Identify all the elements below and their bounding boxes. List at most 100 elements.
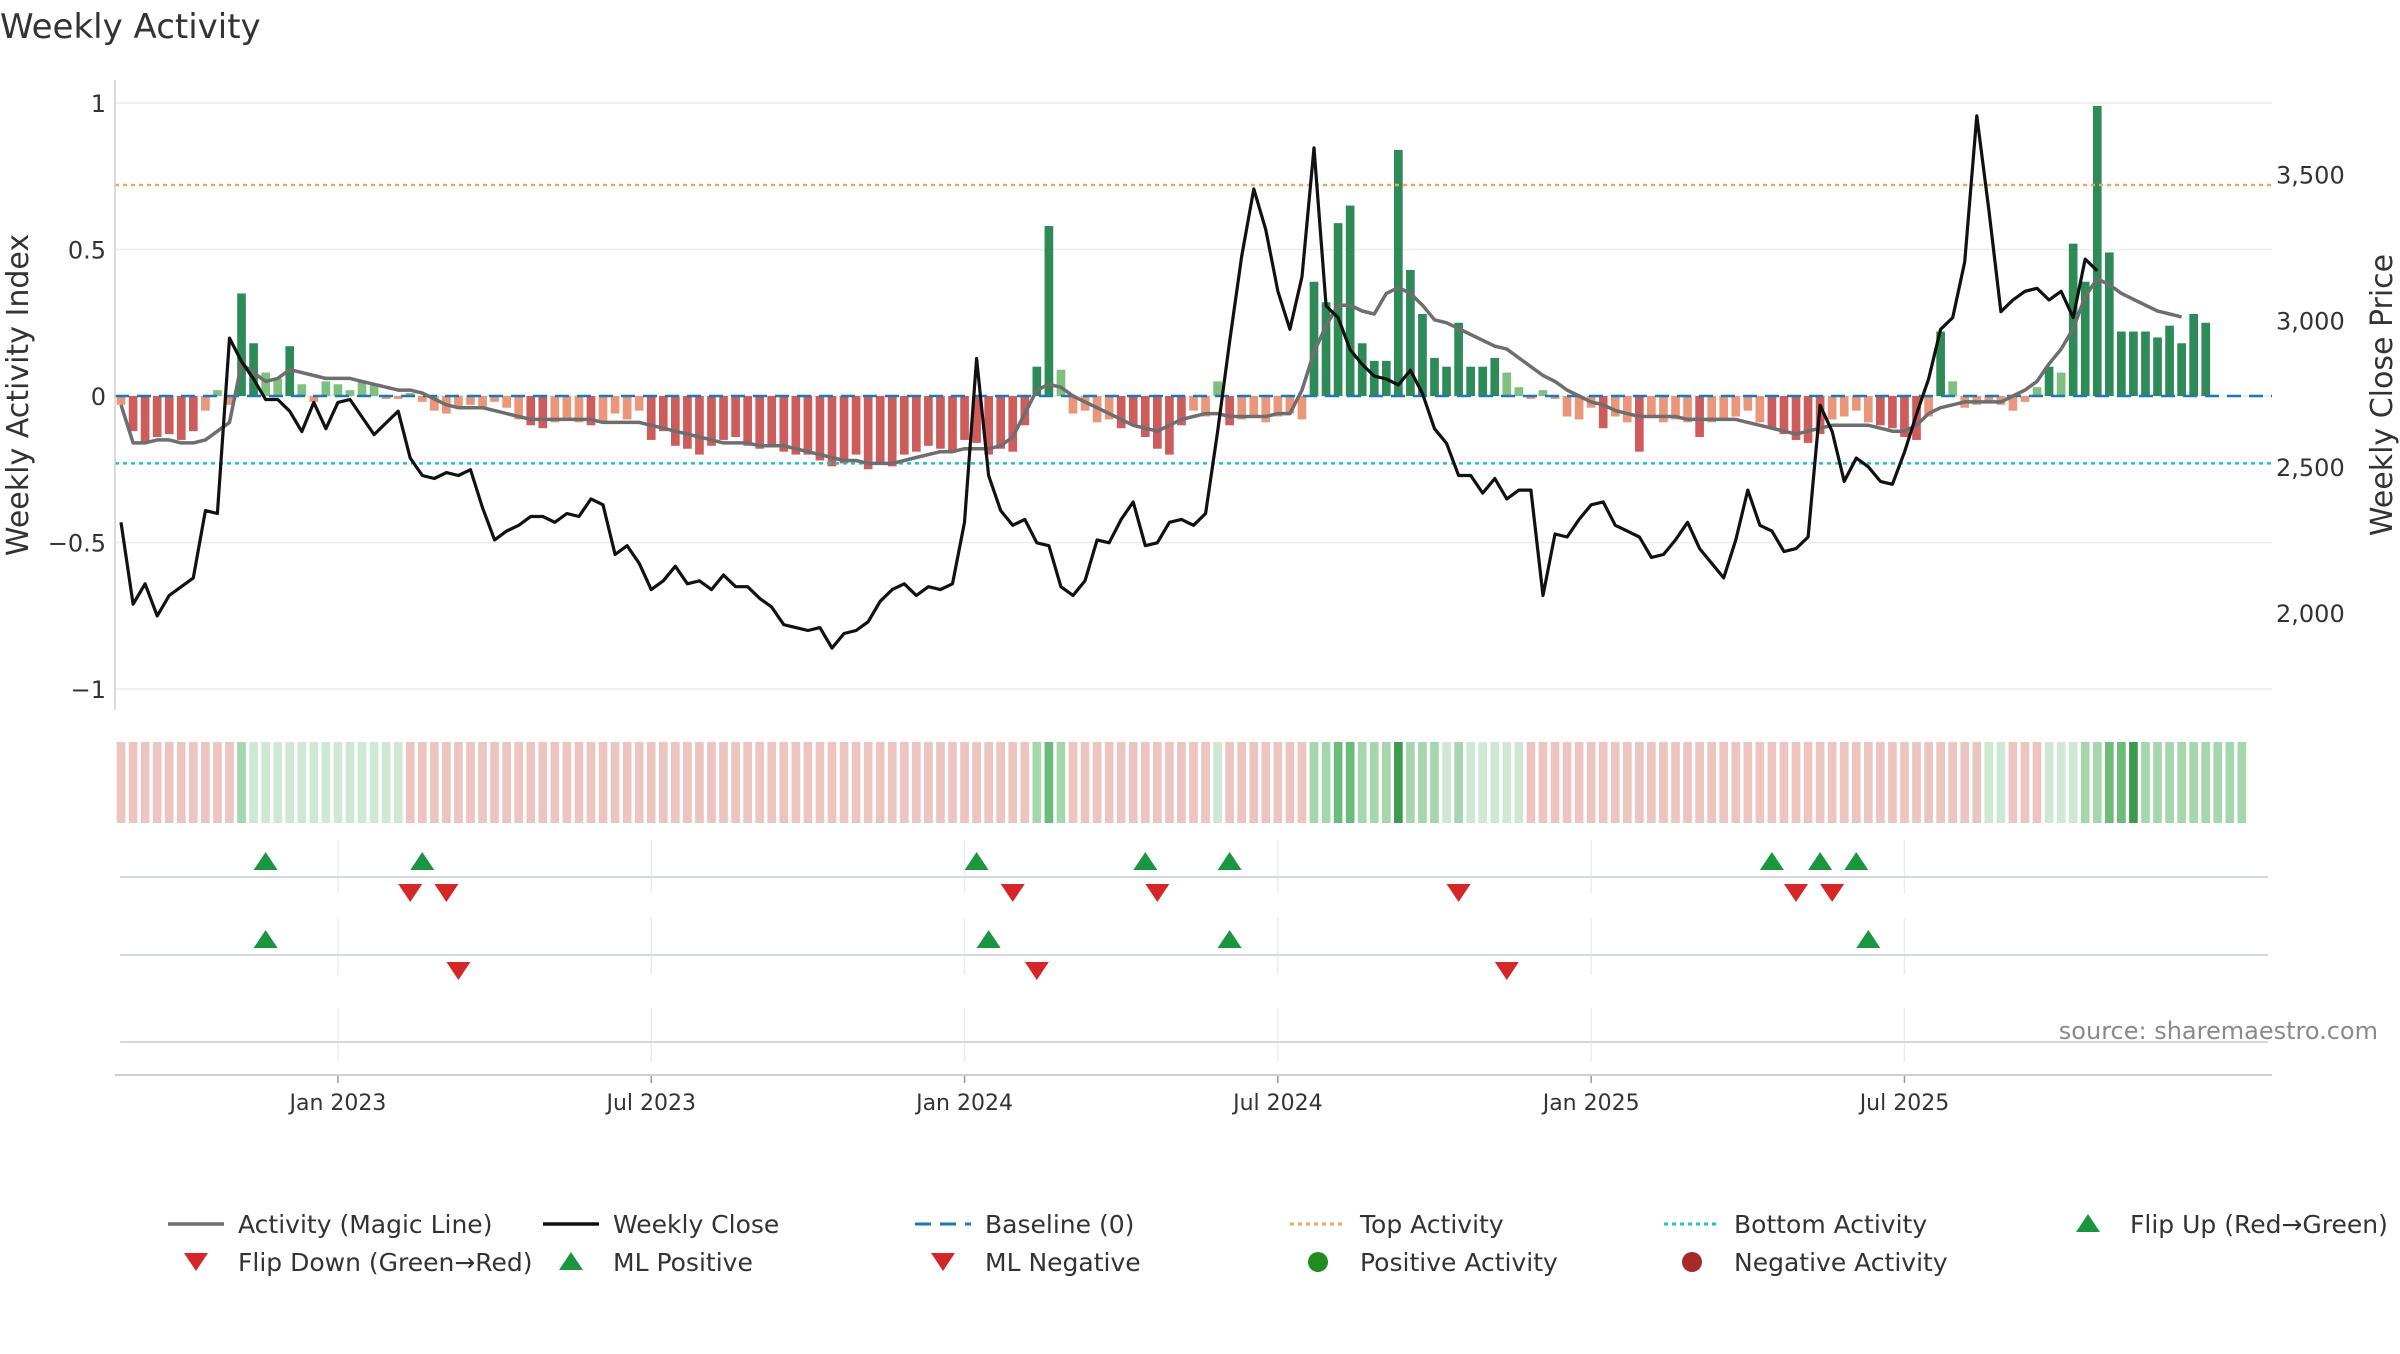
heat-strip-cell bbox=[1454, 742, 1463, 823]
heat-strip-cell bbox=[273, 742, 283, 823]
heat-strip-cell bbox=[128, 742, 138, 823]
activity-bar bbox=[1285, 396, 1295, 414]
heat-strip-cell bbox=[912, 742, 921, 823]
heat-strip-cell bbox=[345, 742, 355, 823]
ml-negative-marker bbox=[1494, 962, 1519, 980]
flip-down-marker bbox=[1820, 884, 1845, 902]
y-axis-right-label: Weekly Close Price bbox=[2365, 254, 2400, 536]
activity-bar bbox=[417, 396, 427, 402]
activity-bar bbox=[827, 396, 837, 467]
heat-strip-cell bbox=[2117, 742, 2126, 823]
activity-bar bbox=[1116, 396, 1126, 429]
heat-strip-cell bbox=[1996, 742, 2006, 823]
heat-strip-cell bbox=[1394, 742, 1403, 823]
heat-strip-cell bbox=[1369, 742, 1379, 823]
flip-up-marker bbox=[964, 852, 989, 870]
heat-strip-cell bbox=[1586, 742, 1596, 823]
activity-bar bbox=[2044, 366, 2054, 396]
activity-bar bbox=[863, 396, 873, 470]
heat-strip-cell bbox=[1635, 742, 1644, 823]
legend-item: ML Negative bbox=[931, 1248, 1141, 1277]
activity-bar bbox=[960, 396, 969, 440]
heat-strip-cell bbox=[1044, 742, 1054, 823]
activity-bar bbox=[116, 396, 126, 405]
activity-bar bbox=[1249, 396, 1259, 417]
activity-bar bbox=[586, 396, 596, 426]
activity-bar bbox=[1297, 396, 1307, 420]
activity-bar bbox=[1779, 396, 1789, 435]
legend-item: ML Positive bbox=[559, 1248, 753, 1277]
activity-bar bbox=[429, 396, 439, 411]
activity-bar bbox=[2165, 325, 2174, 396]
flip-down-marker bbox=[1446, 884, 1471, 902]
activity-bar bbox=[1719, 396, 1729, 420]
activity-bar bbox=[490, 396, 499, 402]
activity-bar bbox=[345, 390, 355, 396]
ml-negative-marker bbox=[1024, 962, 1049, 980]
heat-strip-cell bbox=[1345, 742, 1355, 823]
heat-strip-cell bbox=[984, 742, 993, 823]
legend-item: Activity (Magic Line) bbox=[168, 1210, 492, 1239]
activity-bar bbox=[1791, 396, 1801, 440]
flip-up-marker bbox=[1808, 852, 1833, 870]
heat-strip-cell bbox=[1984, 742, 1994, 823]
heat-strip-cell bbox=[502, 742, 511, 823]
heat-strip-cell bbox=[1912, 742, 1921, 823]
heat-strip-cell bbox=[393, 742, 403, 823]
heat-strip-cell bbox=[707, 742, 716, 823]
activity-bar bbox=[1056, 369, 1066, 396]
heat-strip-cell bbox=[948, 742, 957, 823]
activity-bars-layer bbox=[116, 105, 2211, 470]
heat-strip-cell bbox=[646, 742, 656, 823]
x-tick-label: Jan 2024 bbox=[914, 1091, 1013, 1116]
heat-strip-cell bbox=[1719, 742, 1729, 823]
activity-bar bbox=[670, 396, 680, 446]
activity-bar bbox=[1032, 366, 1042, 396]
heat-strip-cell bbox=[1743, 742, 1753, 823]
y-axis-left-label: Weekly Activity Index bbox=[1, 234, 36, 556]
activity-bar bbox=[791, 396, 801, 455]
x-tick-label: Jul 2025 bbox=[1858, 1091, 1950, 1116]
heat-strip-cell bbox=[1550, 742, 1560, 823]
heat-strip-cell bbox=[1008, 742, 1018, 823]
heat-strip-cell bbox=[899, 742, 909, 823]
legend-label: Weekly Close bbox=[613, 1210, 779, 1239]
heat-strip-cell bbox=[357, 742, 367, 823]
y-tick-label-left: −0.5 bbox=[48, 530, 106, 558]
activity-bar bbox=[562, 396, 572, 420]
heat-strip-cell bbox=[1731, 742, 1741, 823]
activity-bar bbox=[1068, 396, 1078, 414]
activity-bar bbox=[646, 396, 656, 440]
heat-strip-cell bbox=[1598, 742, 1608, 823]
heat-strip-cell bbox=[2225, 742, 2235, 823]
activity-bar bbox=[1044, 226, 1054, 396]
heat-strip-cell bbox=[1213, 742, 1222, 823]
heat-strip-cell bbox=[2008, 742, 2018, 823]
heat-strip-cell bbox=[779, 742, 789, 823]
heat-strip-cell bbox=[1647, 742, 1656, 823]
heat-strip-cell bbox=[1309, 742, 1319, 823]
heat-strip-cell bbox=[1815, 742, 1825, 823]
heat-strip-cell bbox=[1381, 742, 1391, 823]
activity-bar bbox=[393, 396, 403, 399]
activity-bar bbox=[936, 396, 945, 449]
activity-bar bbox=[213, 390, 222, 396]
heat-strip-cell bbox=[1526, 742, 1536, 823]
activity-bar bbox=[622, 396, 632, 420]
activity-bar bbox=[1104, 396, 1114, 420]
heat-strip-cell bbox=[1273, 742, 1283, 823]
heat-strip-cell bbox=[1791, 742, 1801, 823]
heat-strip-cell bbox=[1876, 742, 1885, 823]
activity-bar bbox=[1538, 390, 1548, 396]
activity-bar bbox=[2141, 331, 2150, 396]
flip-up-marker bbox=[1844, 852, 1869, 870]
heat-strip-cell bbox=[1442, 742, 1451, 823]
y-tick-label-left: 1 bbox=[91, 90, 106, 118]
activity-bar bbox=[1153, 396, 1162, 449]
heat-strip-cell bbox=[1285, 742, 1295, 823]
activity-bar bbox=[249, 343, 258, 396]
activity-bar bbox=[815, 396, 825, 461]
activity-bar bbox=[1707, 396, 1716, 423]
activity-bar bbox=[2068, 243, 2078, 396]
heat-strip-cell bbox=[2092, 742, 2102, 823]
